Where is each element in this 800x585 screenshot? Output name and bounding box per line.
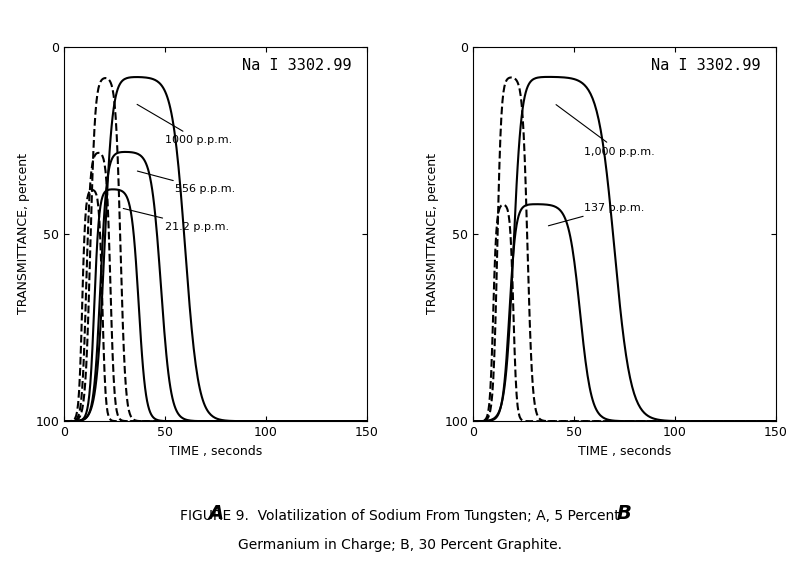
Text: B: B [617,504,632,522]
Text: 556 p.p.m.: 556 p.p.m. [138,171,235,194]
X-axis label: TIME , seconds: TIME , seconds [578,445,671,457]
Text: 1000 p.p.m.: 1000 p.p.m. [137,104,232,146]
Text: Na I 3302.99: Na I 3302.99 [651,58,761,73]
Y-axis label: TRANSMITTANCE, percent: TRANSMITTANCE, percent [17,153,30,315]
Text: 21.2 p.p.m.: 21.2 p.p.m. [123,208,229,232]
Text: Germanium in Charge; B, 30 Percent Graphite.: Germanium in Charge; B, 30 Percent Graph… [238,538,562,552]
Y-axis label: TRANSMITTANCE, percent: TRANSMITTANCE, percent [426,153,438,315]
Text: 137 p.p.m.: 137 p.p.m. [549,203,645,226]
X-axis label: TIME , seconds: TIME , seconds [169,445,262,457]
Text: A: A [208,504,223,522]
Text: FIGURE 9.  Volatilization of Sodium From Tungsten; A, 5 Percent: FIGURE 9. Volatilization of Sodium From … [180,509,620,523]
Text: Na I 3302.99: Na I 3302.99 [242,58,352,73]
Text: 1,000 p.p.m.: 1,000 p.p.m. [556,105,655,157]
